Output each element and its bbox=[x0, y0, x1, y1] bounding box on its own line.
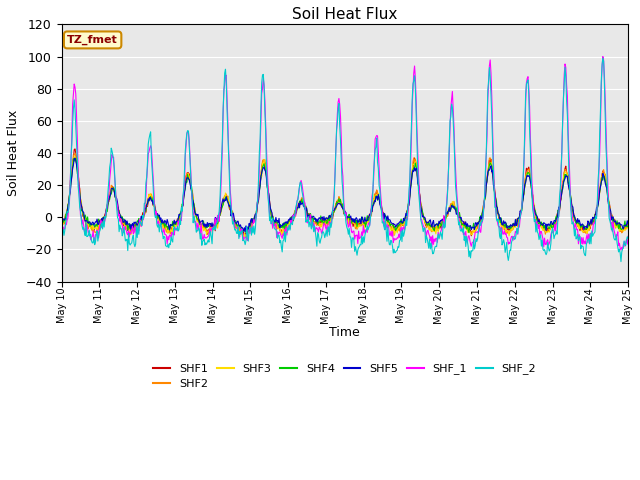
SHF3 bbox=[432, 231, 440, 237]
SHF5 bbox=[432, 222, 440, 228]
SHF5 bbox=[415, 189, 423, 194]
SHF_2 bbox=[214, 218, 221, 224]
SHF2 bbox=[71, 150, 79, 156]
SHF2 bbox=[184, 171, 192, 177]
Line: SHF_2: SHF_2 bbox=[61, 58, 628, 262]
SHF3 bbox=[624, 222, 632, 228]
SHF_2 bbox=[58, 235, 65, 240]
SHF5 bbox=[58, 216, 65, 222]
SHF5 bbox=[68, 174, 76, 180]
Title: Soil Heat Flux: Soil Heat Flux bbox=[292, 7, 397, 22]
SHF_1 bbox=[68, 132, 76, 138]
SHF1 bbox=[431, 226, 439, 231]
SHF_1 bbox=[431, 236, 438, 242]
SHF_1 bbox=[58, 229, 65, 235]
SHF2 bbox=[432, 224, 440, 230]
Line: SHF4: SHF4 bbox=[61, 158, 628, 233]
SHF3 bbox=[127, 231, 135, 237]
Y-axis label: Soil Heat Flux: Soil Heat Flux bbox=[7, 110, 20, 196]
SHF4 bbox=[214, 218, 222, 224]
SHF_1 bbox=[624, 233, 632, 239]
SHF_2 bbox=[68, 142, 76, 147]
SHF4 bbox=[71, 155, 79, 161]
SHF4 bbox=[68, 172, 76, 178]
SHF_2 bbox=[184, 128, 191, 133]
SHF2 bbox=[415, 189, 423, 195]
SHF_2 bbox=[599, 55, 607, 61]
SHF2 bbox=[68, 168, 76, 174]
SHF_2 bbox=[624, 236, 632, 241]
SHF4 bbox=[184, 176, 192, 181]
Legend: SHF1, SHF2, SHF3, SHF4, SHF5, SHF_1, SHF_2: SHF1, SHF2, SHF3, SHF4, SHF5, SHF_1, SHF… bbox=[149, 359, 541, 394]
SHF4 bbox=[58, 222, 65, 228]
SHF3 bbox=[415, 190, 423, 195]
SHF3 bbox=[239, 235, 246, 240]
SHF_2 bbox=[126, 242, 134, 248]
Text: TZ_fmet: TZ_fmet bbox=[67, 35, 118, 45]
SHF_1 bbox=[414, 147, 422, 153]
SHF4 bbox=[127, 227, 135, 233]
SHF_1 bbox=[214, 213, 221, 218]
SHF_1 bbox=[184, 128, 191, 134]
SHF3 bbox=[70, 154, 78, 160]
SHF3 bbox=[214, 218, 222, 224]
SHF1 bbox=[184, 170, 192, 176]
SHF5 bbox=[127, 222, 135, 228]
Line: SHF3: SHF3 bbox=[61, 157, 628, 238]
SHF1 bbox=[415, 182, 422, 188]
SHF4 bbox=[243, 230, 251, 236]
X-axis label: Time: Time bbox=[330, 326, 360, 339]
Line: SHF1: SHF1 bbox=[61, 149, 628, 236]
SHF5 bbox=[624, 221, 632, 227]
SHF4 bbox=[415, 190, 423, 195]
SHF2 bbox=[214, 214, 222, 220]
SHF1 bbox=[58, 223, 65, 228]
SHF_2 bbox=[414, 166, 422, 171]
Line: SHF2: SHF2 bbox=[61, 153, 628, 238]
SHF2 bbox=[624, 225, 632, 230]
SHF5 bbox=[214, 216, 222, 221]
SHF4 bbox=[432, 222, 440, 228]
SHF1 bbox=[71, 146, 79, 152]
SHF1 bbox=[68, 169, 76, 175]
SHF_2 bbox=[431, 247, 438, 253]
SHF5 bbox=[241, 228, 249, 234]
SHF3 bbox=[184, 171, 192, 177]
Line: SHF5: SHF5 bbox=[61, 158, 628, 231]
SHF4 bbox=[624, 223, 632, 228]
SHF2 bbox=[127, 229, 135, 235]
SHF_1 bbox=[599, 54, 607, 60]
SHF1 bbox=[467, 233, 475, 239]
SHF_1 bbox=[126, 229, 134, 235]
SHF2 bbox=[58, 220, 65, 226]
SHF3 bbox=[58, 225, 65, 231]
SHF1 bbox=[214, 216, 222, 222]
SHF_2 bbox=[617, 259, 625, 264]
SHF2 bbox=[243, 235, 251, 241]
Line: SHF_1: SHF_1 bbox=[61, 57, 628, 250]
SHF1 bbox=[127, 222, 135, 228]
SHF5 bbox=[184, 175, 192, 181]
SHF1 bbox=[624, 222, 632, 228]
SHF3 bbox=[68, 171, 76, 177]
SHF5 bbox=[71, 156, 79, 161]
SHF_1 bbox=[617, 247, 625, 253]
